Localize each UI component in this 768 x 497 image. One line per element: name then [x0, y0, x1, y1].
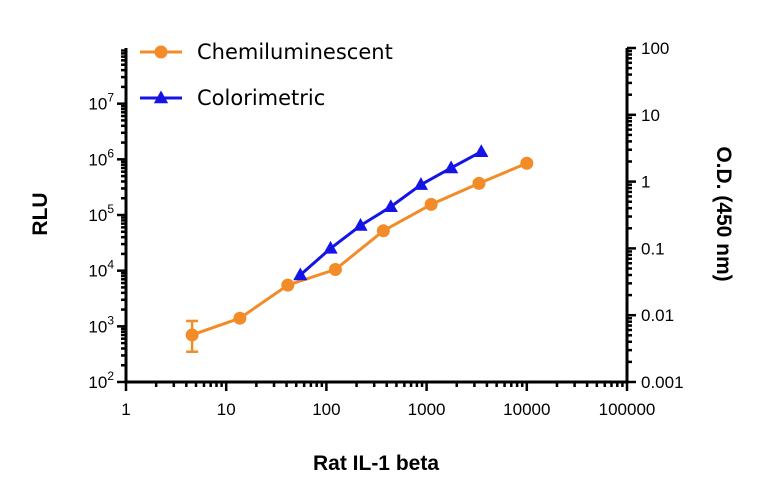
- left-y-tick-label: 104: [88, 258, 114, 281]
- x-tick-label: 10000: [503, 400, 550, 419]
- legend: Chemiluminescent Colorimetric: [140, 40, 393, 110]
- series-layer: [185, 144, 534, 353]
- data-point: [443, 160, 459, 174]
- left-y-tick-label: 106: [88, 146, 114, 169]
- legend-marker: [153, 90, 169, 104]
- data-point: [353, 218, 368, 231]
- data-point: [474, 144, 489, 157]
- left-y-tick-label: 105: [88, 202, 114, 225]
- data-point: [281, 278, 295, 292]
- series-chemiluminescent: [185, 156, 534, 353]
- right-y-tick-label: 1: [641, 173, 650, 192]
- right-y-tick-label: 10: [641, 106, 660, 125]
- series-line: [191, 161, 528, 337]
- ticks: 1 10 100 1000 10000 100000 102 103 104 105 106 107 0…: [88, 39, 683, 419]
- x-tick-label: 1: [121, 400, 130, 419]
- right-y-tick-label: 100: [641, 39, 669, 58]
- x-tick-label: 1000: [408, 400, 446, 419]
- data-point: [520, 156, 534, 170]
- data-point: [472, 176, 486, 190]
- data-point: [323, 240, 338, 254]
- legend-label: Chemiluminescent: [197, 40, 393, 64]
- left-y-axis-title: RLU: [29, 192, 52, 235]
- legend-marker: [154, 45, 168, 59]
- right-y-axis-title: O.D. (450 nm): [712, 146, 735, 281]
- data-point: [328, 262, 342, 276]
- data-point: [383, 199, 398, 213]
- data-point: [185, 328, 199, 342]
- x-axis-title: Rat IL-1 beta: [313, 452, 439, 475]
- legend-item-chemiluminescent: Chemiluminescent: [140, 40, 393, 64]
- data-point: [376, 224, 390, 238]
- data-point: [413, 177, 429, 190]
- right-y-tick-label: 0.1: [641, 239, 665, 258]
- data-point: [424, 197, 438, 211]
- data-point: [233, 311, 247, 325]
- x-tick-label: 100000: [599, 400, 656, 419]
- series-colorimetric: [293, 144, 489, 281]
- right-y-tick-label: 0.001: [641, 373, 684, 392]
- legend-label: Colorimetric: [197, 86, 325, 110]
- data-point: [293, 267, 308, 281]
- left-y-tick-label: 107: [88, 91, 114, 114]
- x-tick-label: 10: [217, 400, 236, 419]
- x-tick-label: 100: [312, 400, 340, 419]
- left-y-tick-label: 102: [88, 369, 114, 392]
- left-y-tick-label: 103: [88, 313, 114, 336]
- legend-item-colorimetric: Colorimetric: [140, 86, 325, 110]
- right-y-tick-label: 0.01: [641, 306, 674, 325]
